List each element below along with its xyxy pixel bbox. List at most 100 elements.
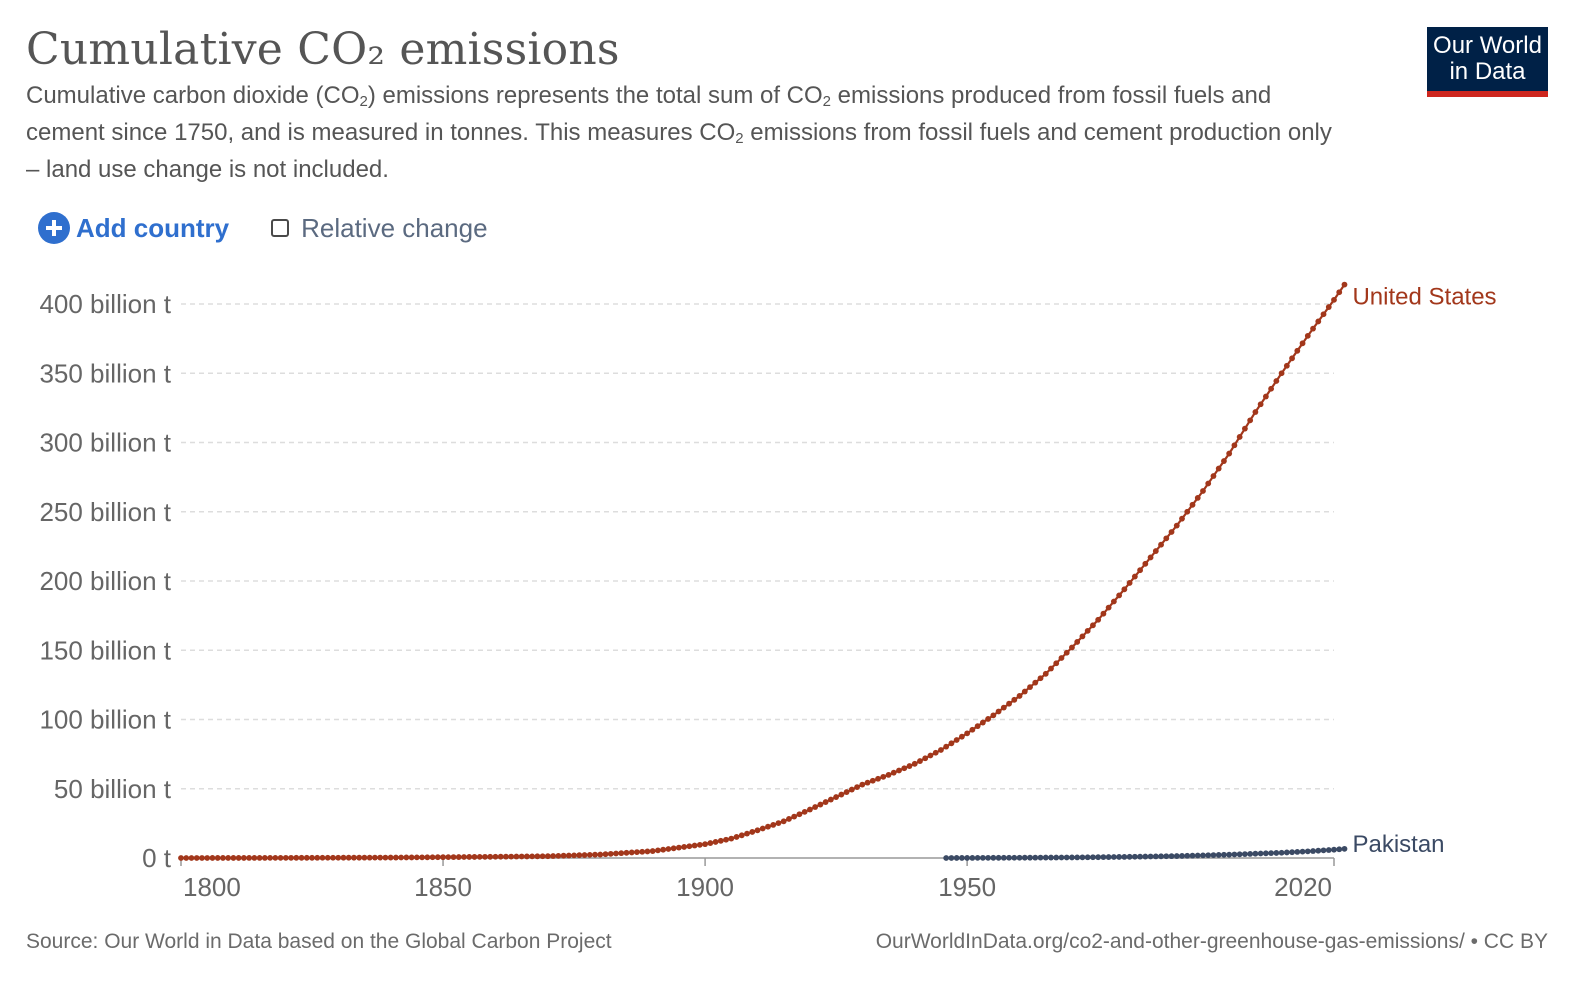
data-point <box>1006 854 1012 861</box>
logo-line-2: in Data <box>1449 58 1526 85</box>
data-point <box>932 749 939 756</box>
data-point <box>398 854 405 861</box>
series-label: Pakistan <box>1352 831 1444 858</box>
data-point <box>1262 393 1269 400</box>
data-point <box>911 760 918 767</box>
data-point <box>508 853 515 860</box>
data-point <box>1058 655 1065 661</box>
data-point <box>497 853 504 860</box>
data-point <box>1315 847 1322 854</box>
data-point <box>979 854 986 861</box>
data-point <box>959 855 965 861</box>
data-point <box>655 847 661 854</box>
data-point <box>314 854 321 861</box>
data-point <box>351 854 357 861</box>
data-point <box>492 853 499 860</box>
y-tick-label: 350 billion t <box>39 358 171 388</box>
data-point <box>1021 854 1028 861</box>
add-country-button[interactable]: Add country <box>38 212 229 244</box>
data-point <box>786 816 792 822</box>
line-chart[interactable]: 0 t 50 billion t 100 billion t 150 billion … <box>0 260 1576 900</box>
data-point <box>696 841 703 848</box>
data-point <box>387 854 394 861</box>
data-point <box>571 852 577 859</box>
data-point <box>592 851 598 858</box>
data-point <box>780 818 787 825</box>
data-point <box>319 854 326 861</box>
data-point <box>1016 693 1023 699</box>
data-point <box>906 763 913 769</box>
data-point <box>681 844 688 850</box>
data-point <box>1231 851 1238 858</box>
data-point <box>1147 554 1154 561</box>
data-point <box>1027 684 1033 690</box>
data-point <box>1242 851 1248 857</box>
data-point <box>1048 665 1054 672</box>
data-point <box>660 846 667 853</box>
data-point <box>1110 854 1117 860</box>
series-united-states <box>178 281 1348 861</box>
data-point <box>665 846 672 852</box>
data-point <box>1325 847 1332 853</box>
data-point <box>843 789 850 795</box>
data-point <box>335 854 342 861</box>
data-point <box>1189 852 1196 859</box>
data-point <box>1341 281 1348 288</box>
data-point <box>1325 304 1332 310</box>
data-point <box>408 854 415 861</box>
data-point <box>1289 355 1295 362</box>
data-point <box>964 855 971 861</box>
data-point <box>995 854 1002 861</box>
data-point <box>345 854 352 861</box>
data-point <box>974 854 981 861</box>
data-point <box>1074 639 1081 645</box>
relative-change-checkbox[interactable] <box>271 219 290 237</box>
data-point <box>1142 560 1149 567</box>
data-point <box>749 829 756 835</box>
data-point <box>1011 696 1018 703</box>
data-point <box>272 854 279 861</box>
data-point <box>246 855 253 861</box>
data-point <box>1063 854 1070 861</box>
data-point <box>1257 850 1264 857</box>
data-point <box>838 791 845 798</box>
data-point <box>225 855 232 861</box>
grid-lines <box>181 303 1334 790</box>
data-point <box>717 837 724 844</box>
data-point <box>581 852 588 858</box>
data-point <box>848 786 855 793</box>
data-point <box>413 854 420 861</box>
license-link[interactable]: OurWorldInData.org/co2-and-other-greenho… <box>875 930 1548 953</box>
data-point <box>424 854 431 861</box>
owid-logo[interactable]: Our World in Data <box>1427 27 1548 97</box>
data-point <box>1137 567 1143 574</box>
data-point <box>1278 849 1285 856</box>
data-point <box>419 854 425 861</box>
data-point <box>1247 417 1254 424</box>
data-point <box>1100 854 1107 861</box>
data-point <box>1021 688 1028 695</box>
data-point <box>1069 644 1075 651</box>
data-point <box>990 854 997 861</box>
data-point <box>392 854 399 861</box>
data-point <box>1200 488 1206 494</box>
data-point <box>1016 854 1023 861</box>
plus-circle-icon <box>38 212 70 244</box>
data-point <box>917 758 923 764</box>
data-point <box>1090 622 1096 629</box>
data-point <box>1273 378 1280 384</box>
data-point <box>634 849 640 856</box>
data-point <box>503 853 509 860</box>
data-point <box>560 852 567 859</box>
data-point <box>1105 854 1112 860</box>
subtitle-part: emissions produced from fossil fuels and… <box>26 82 1272 146</box>
data-point <box>1257 401 1264 408</box>
data-point <box>1163 535 1170 542</box>
data-point <box>382 854 389 861</box>
data-point <box>204 855 211 861</box>
x-axis: 1800 1850 1900 1950 2020 <box>180 857 1335 900</box>
relative-change-toggle[interactable]: Relative change <box>271 213 488 244</box>
data-point <box>188 855 195 861</box>
data-point <box>1058 854 1065 861</box>
data-point <box>765 823 771 830</box>
